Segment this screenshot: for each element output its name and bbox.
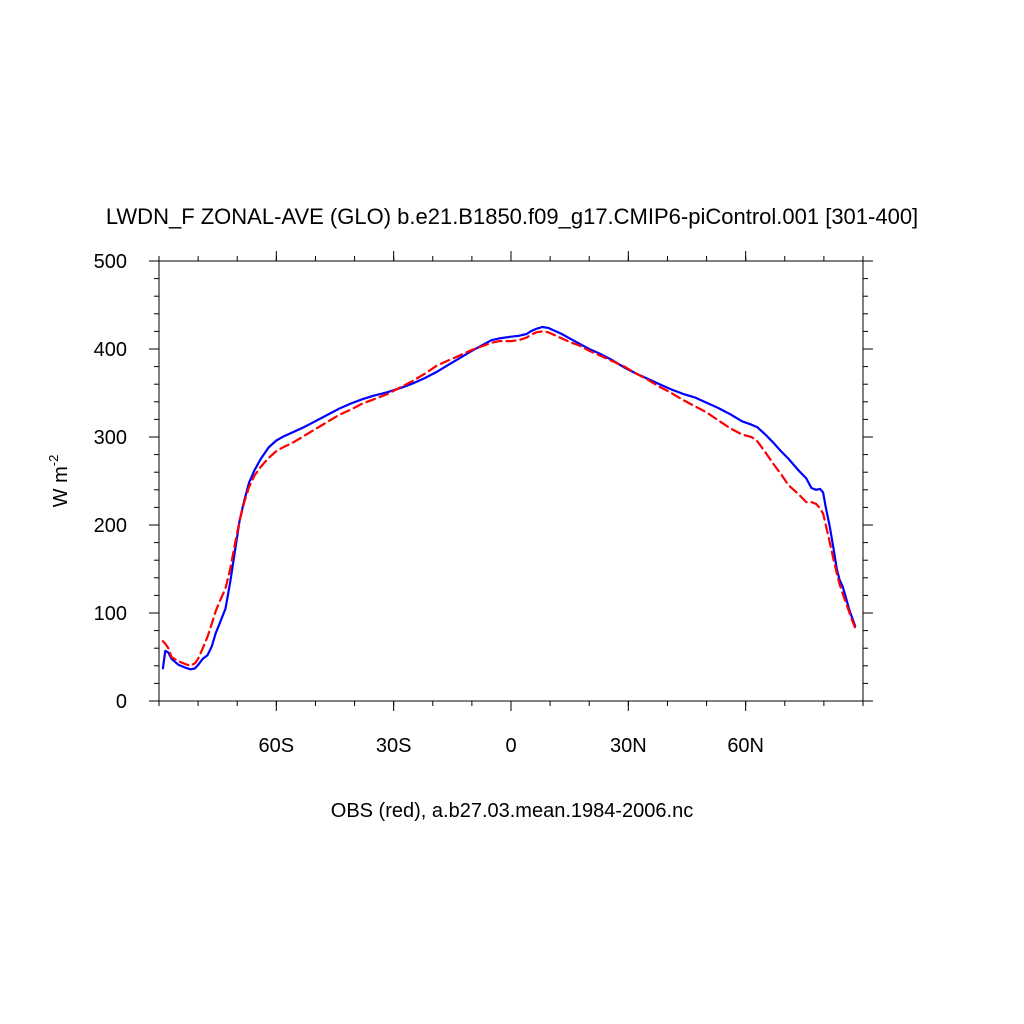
y-axis-label-base: W m [50, 466, 72, 507]
x-tick-label: 30S [376, 735, 412, 757]
x-axis: 60S 30S 0 30N 60N [158, 251, 864, 757]
y-axis-label: W m-2 [46, 455, 72, 508]
y-tick-label: 300 [94, 427, 127, 449]
y-tick-label: 0 [116, 691, 127, 713]
y-tick-label: 400 [94, 339, 127, 361]
y-axis-label-exponent: -2 [46, 455, 61, 467]
y-tick-label: 100 [94, 603, 127, 625]
y-tick-label: 500 [94, 251, 127, 273]
series-line-1 [161, 325, 857, 671]
x-tick-label: 0 [505, 735, 516, 757]
plot-frame [158, 260, 864, 702]
y-tick-label: 200 [94, 515, 127, 537]
chart-title: LWDN_F ZONAL-AVE (GLO) b.e21.B1850.f09_g… [106, 204, 918, 229]
series-line-2 [161, 330, 857, 667]
x-tick-label: 60N [727, 735, 764, 757]
x-tick-label: 60S [259, 735, 295, 757]
y-axis: 0 100 200 300 400 500 [94, 251, 873, 713]
x-axis-label: OBS (red), a.b27.03.mean.1984-2006.nc [331, 800, 693, 822]
plot-area [161, 325, 857, 671]
x-tick-label: 30N [610, 735, 647, 757]
